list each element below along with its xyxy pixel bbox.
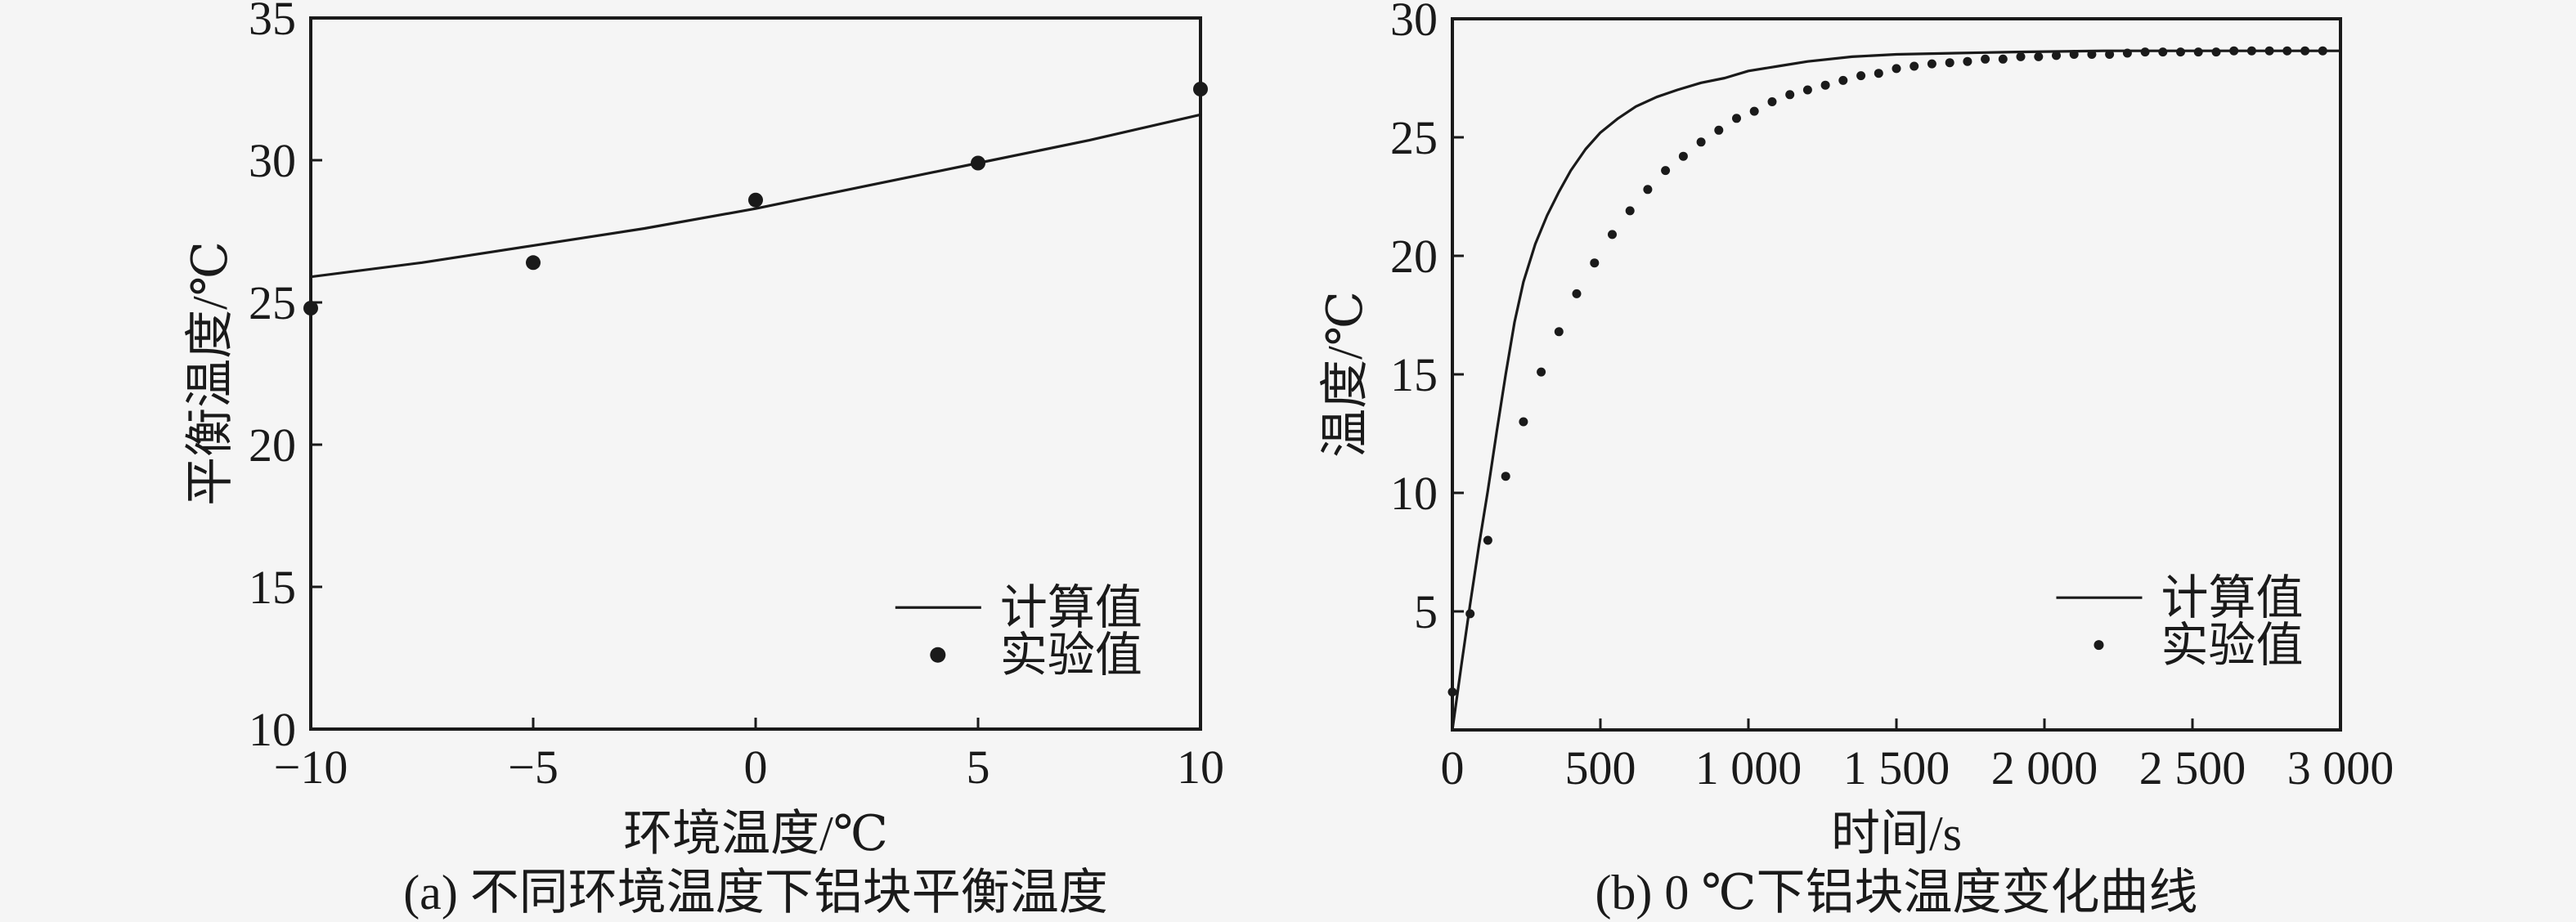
experimental-dot xyxy=(971,155,985,171)
chart-panel-b: 0 500 1 000 1 500 2 000 2 500 3 000 5 10 15 20 25 30… xyxy=(1288,0,2576,922)
y-tick-label: 20 xyxy=(1390,230,1438,283)
experimental-dot xyxy=(1678,151,1688,161)
experimental-dot xyxy=(1572,289,1582,298)
x-axis-label-a: 环境温度/℃ xyxy=(623,807,888,861)
x-tick-label: −5 xyxy=(508,741,559,794)
x-tick-label: 10 xyxy=(1177,741,1224,794)
x-tick-label: 0 xyxy=(744,741,768,794)
experimental-dot xyxy=(1554,327,1564,337)
experimental-dot xyxy=(526,255,541,271)
experimental-dot xyxy=(2034,51,2044,61)
experimental-dot xyxy=(1910,61,1919,71)
experimental-dot xyxy=(2211,47,2221,57)
experimental-dot xyxy=(1856,71,1866,81)
experimental-dot xyxy=(1501,472,1510,481)
x-tick-label: 2 000 xyxy=(1991,741,2098,794)
experimental-dot xyxy=(2264,46,2274,56)
experimental-dot xyxy=(303,301,318,316)
legend-dot-sample xyxy=(930,647,946,663)
experimental-dot xyxy=(1767,97,1777,106)
experimental-dot xyxy=(1465,609,1475,619)
experimental-dot xyxy=(1963,56,1972,66)
x-tick-label: 5 xyxy=(967,741,990,794)
experimental-dot xyxy=(2069,50,2079,59)
y-tick-label: 10 xyxy=(1390,467,1438,520)
legend-dot-label: 实验值 xyxy=(1000,629,1142,682)
experimental-dot xyxy=(1483,535,1492,545)
x-tick-label: 3 000 xyxy=(2287,741,2394,794)
experimental-dot xyxy=(1696,137,1706,147)
y-axis-label-b: 温度/℃ xyxy=(1318,291,1372,458)
experimental-dot xyxy=(2087,50,2097,59)
experimental-dot xyxy=(1892,64,1901,74)
experimental-dot xyxy=(1537,367,1546,377)
y-tick-label: 15 xyxy=(249,561,296,614)
experimental-dot xyxy=(2229,46,2239,56)
y-tick-label: 20 xyxy=(249,418,296,472)
x-tick-label: 2 500 xyxy=(2139,741,2246,794)
experimental-dot xyxy=(2282,46,2292,56)
y-tick-label: 5 xyxy=(1414,585,1438,638)
experimental-dot xyxy=(1749,106,1759,116)
experimental-dot xyxy=(2052,51,2061,60)
experimental-dot xyxy=(1608,230,1617,239)
y-axis-label-a: 平衡温度/℃ xyxy=(183,241,237,506)
x-tick-label: 1 500 xyxy=(1843,741,1950,794)
experimental-dot xyxy=(1874,69,1883,78)
experimental-dot xyxy=(1714,125,1724,135)
experimental-dot xyxy=(1590,258,1600,268)
y-tick-label: 30 xyxy=(1390,0,1438,46)
experimental-dot xyxy=(1927,59,1936,69)
legend-line-label: 计算值 xyxy=(1000,581,1142,634)
experimental-dot xyxy=(1519,417,1528,427)
experimental-dot xyxy=(2122,48,2132,58)
experimental-dot xyxy=(1661,166,1671,176)
experimental-dot xyxy=(2105,50,2115,59)
legend-line-label: 计算值 xyxy=(2161,571,2303,624)
experimental-dot xyxy=(2193,47,2203,57)
experimental-dot xyxy=(2246,46,2256,56)
y-tick-label: 25 xyxy=(249,276,296,329)
y-tick-label: 15 xyxy=(1390,348,1438,401)
experimental-dot xyxy=(1802,85,1812,95)
experimental-dot xyxy=(2140,47,2150,57)
y-tick-label: 10 xyxy=(249,703,296,756)
experimental-dot xyxy=(1732,114,1741,123)
chart-panel-a: −10 −5 0 5 10 10 15 20 25 30 35 计算值 实验值 平衡温度/℃ 环境温度/… xyxy=(183,0,1224,920)
experimental-dot xyxy=(2016,51,2026,61)
y-tick-label: 25 xyxy=(1390,111,1438,164)
experimental-dot xyxy=(1820,80,1830,90)
experimental-dot xyxy=(1193,82,1208,96)
experimental-dot xyxy=(1447,687,1457,697)
experimental-dot xyxy=(1838,75,1848,85)
calculated-line xyxy=(309,113,1202,279)
x-tick-label: 1 000 xyxy=(1695,741,1802,794)
legend-dot-sample xyxy=(2094,640,2104,651)
calculated-line xyxy=(1451,49,2342,732)
y-tick-label: 35 xyxy=(249,0,296,45)
experimental-dot xyxy=(2176,47,2185,57)
caption-b: (b) 0 ℃下铝块温度变化曲线 xyxy=(1595,866,2198,920)
experimental-dot xyxy=(2158,47,2168,57)
experimental-dot xyxy=(1625,206,1635,216)
experimental-dot xyxy=(1945,58,1954,68)
experimental-dot xyxy=(1981,54,1990,64)
experimental-dot xyxy=(748,192,763,208)
y-tick-label: 30 xyxy=(249,134,296,187)
experimental-dot xyxy=(2300,46,2310,56)
experimental-dot xyxy=(1785,90,1795,100)
x-tick-label: −10 xyxy=(274,741,348,794)
experimental-dot xyxy=(2318,46,2327,56)
x-tick-label: 0 xyxy=(1441,741,1465,794)
experimental-dot xyxy=(1643,185,1653,195)
legend-dot-label: 实验值 xyxy=(2161,619,2303,672)
caption-a: (a) 不同环境温度下铝块平衡温度 xyxy=(403,866,1108,920)
chart-b-canvas: 0 500 1 000 1 500 2 000 2 500 3 000 5 10 15 20 25 30… xyxy=(1390,0,2394,794)
x-tick-label: 500 xyxy=(1565,741,1636,794)
x-axis-label-b: 时间/s xyxy=(1830,807,1963,861)
experimental-dot xyxy=(1998,54,2008,64)
